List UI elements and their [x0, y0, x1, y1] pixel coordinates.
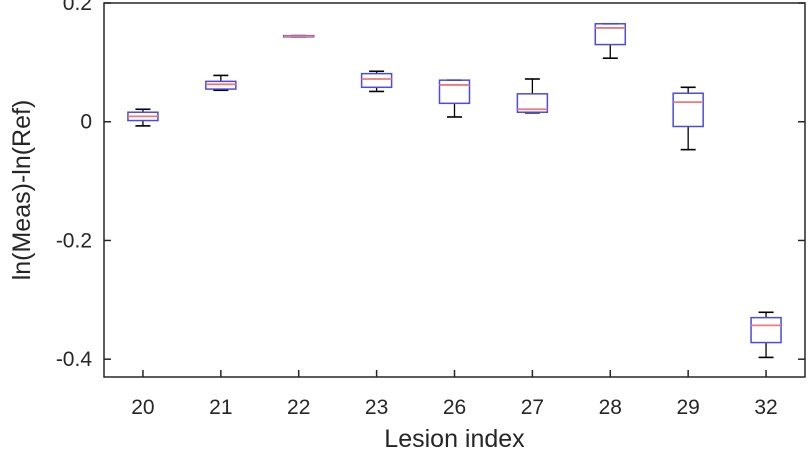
x-axis: 20 21 22 23 26 27 28 29 32 — [131, 370, 778, 419]
box-28 — [594, 22, 627, 60]
box-27 — [516, 78, 549, 114]
x-tick-label: 26 — [443, 396, 466, 419]
y-axis-title: ln(Meas)-ln(Ref) — [8, 100, 36, 281]
box-22 — [282, 34, 315, 38]
x-axis-title: Lesion index — [384, 425, 525, 453]
box-32 — [750, 311, 782, 359]
box-iqr — [516, 93, 549, 113]
y-axis: 0.2 0 -0.2 -0.4 — [56, 0, 805, 371]
box-iqr — [594, 23, 627, 46]
box-26 — [438, 79, 471, 118]
y-tick-label: -0.2 — [56, 229, 92, 252]
x-tick-label: 23 — [365, 396, 388, 419]
x-tick-label: 22 — [287, 396, 310, 419]
x-tick-label: 20 — [131, 396, 154, 419]
y-tick-label: 0 — [80, 111, 92, 134]
x-tick-label: 27 — [521, 396, 544, 419]
plot-area-frame — [103, 2, 806, 378]
x-tick-label: 29 — [676, 396, 699, 419]
box-iqr — [672, 92, 704, 128]
box-iqr — [360, 72, 393, 89]
y-tick-label: -0.4 — [56, 348, 93, 371]
box-29 — [672, 86, 704, 151]
box-20 — [127, 108, 159, 127]
x-tick-label: 32 — [754, 396, 777, 419]
x-tick-label: 28 — [599, 396, 622, 419]
box-23 — [360, 70, 393, 93]
box-iqr — [750, 316, 782, 344]
x-tick-label: 21 — [209, 396, 232, 419]
box-21 — [205, 74, 237, 92]
y-tick-label: 0.2 — [63, 0, 92, 15]
box-iqr — [438, 79, 471, 105]
box-series — [127, 22, 782, 359]
